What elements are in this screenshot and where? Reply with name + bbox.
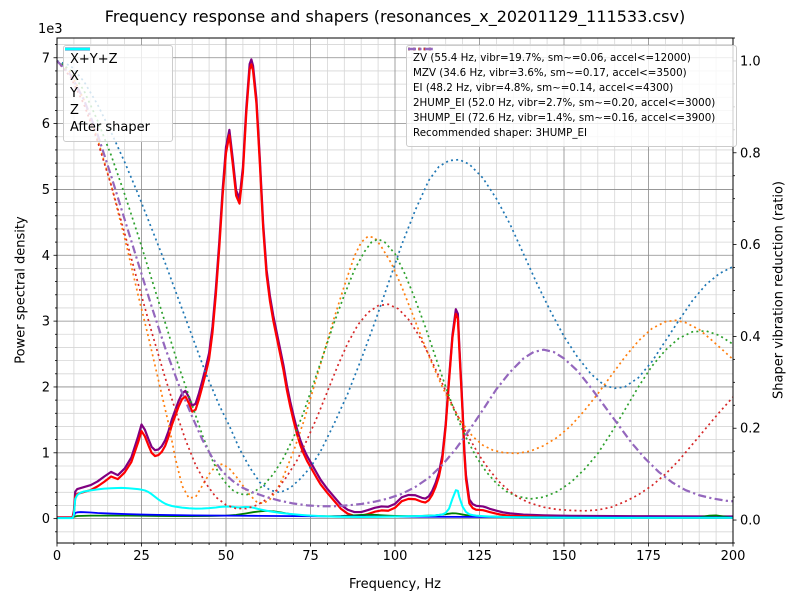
y-left-axis-label: Power spectral density xyxy=(13,216,29,364)
legend-item-3hump-ei: 3HUMP_EI (72.6 Hz, vibr=1.4%, sm~=0.16, … xyxy=(408,47,730,125)
shaper-curves xyxy=(56,60,734,512)
y-right-tick-label: 0.8 xyxy=(740,146,761,161)
line-swatch-icon xyxy=(65,47,90,51)
y-right-tick-label: 0.6 xyxy=(740,238,761,253)
y-left-tick-label: 7 xyxy=(42,51,50,66)
legend-item-label: ZV (55.4 Hz, vibr=19.7%, sm~=0.06, accel… xyxy=(413,52,691,65)
x-tick-label: 125 xyxy=(467,549,492,564)
series-after-shaper xyxy=(57,486,733,520)
y-right-tick-label: 0.0 xyxy=(740,514,761,529)
legend-item-after-shaper: After shaper xyxy=(65,47,166,135)
y-left-tick-label: 2 xyxy=(42,380,50,395)
legend-item-label: X+Y+Z xyxy=(70,51,118,67)
y-right-tick-label: 0.2 xyxy=(740,422,761,437)
x-tick-label: 50 xyxy=(218,549,235,564)
y-right-tick-labels: 0.0 0.2 0.4 0.6 0.8 1.0 xyxy=(740,54,761,528)
y-left-offset-label: 1e3 xyxy=(38,22,63,37)
legend-item-label: Z xyxy=(70,102,79,118)
x-tick-label: 200 xyxy=(721,549,746,564)
legend-item-ei: EI (48.2 Hz, vibr=4.8%, sm~=0.14, accel<… xyxy=(408,47,730,95)
x-tick-label: 150 xyxy=(552,549,577,564)
legend-item-recommended-shaper-note: Recommended shaper: 3HUMP_EI xyxy=(413,127,730,140)
x-axis-label: Frequency, Hz xyxy=(348,577,442,592)
x-tick-label: 0 xyxy=(53,549,61,564)
legend-item-label: 3HUMP_EI (72.6 Hz, vibr=1.4%, sm~=0.16, … xyxy=(413,112,716,125)
series-3hump-ei xyxy=(56,60,734,508)
y-left-tick-labels: 0 1 2 3 4 5 6 7 xyxy=(42,51,50,527)
y-left-tick-label: 1 xyxy=(42,446,50,461)
y-right-tick-label: 1.0 xyxy=(740,54,761,69)
series-zv xyxy=(56,60,734,494)
tick-marks xyxy=(53,37,737,547)
x-tick-label: 175 xyxy=(636,549,661,564)
line-swatch-icon xyxy=(408,47,433,51)
series-z xyxy=(57,511,734,520)
legend-item-label: EI (48.2 Hz, vibr=4.8%, sm~=0.14, accel<… xyxy=(413,82,674,95)
series-2hump-ei xyxy=(56,60,734,512)
legend-item-label: After shaper xyxy=(70,119,150,135)
series-mzv xyxy=(56,60,734,505)
y-left-tick-label: 0 xyxy=(42,512,50,527)
x-tick-label: 25 xyxy=(133,549,150,564)
legend-shapers: ZV (55.4 Hz, vibr=19.7%, sm~=0.06, accel… xyxy=(406,45,737,147)
legend-item-mzv: MZV (34.6 Hz, vibr=3.6%, sm~=0.17, accel… xyxy=(408,47,730,80)
y-left-tick-label: 4 xyxy=(42,249,50,264)
y-right-tick-label: 0.4 xyxy=(740,330,761,345)
x-tick-label: 75 xyxy=(302,549,319,564)
legend-item-z: Z xyxy=(65,47,166,118)
legend-item-label: MZV (34.6 Hz, vibr=3.6%, sm~=0.17, accel… xyxy=(413,67,687,80)
chart-title: Frequency response and shapers (resonanc… xyxy=(104,7,686,26)
legend-item-label: Recommended shaper: 3HUMP_EI xyxy=(413,127,588,140)
y-left-tick-label: 3 xyxy=(42,315,50,330)
legend-item-label: Y xyxy=(70,85,78,101)
legend-item-2hump-ei: 2HUMP_EI (52.0 Hz, vibr=2.7%, sm~=0.20, … xyxy=(408,47,730,110)
psd-curves xyxy=(57,58,734,520)
x-tick-label: 100 xyxy=(383,549,408,564)
legend-item-y: Y xyxy=(65,47,166,101)
y-right-axis-label: Shaper vibration reduction (ratio) xyxy=(771,181,787,399)
legend-item-zv: ZV (55.4 Hz, vibr=19.7%, sm~=0.06, accel… xyxy=(408,47,730,65)
y-left-tick-label: 6 xyxy=(42,117,50,132)
series-x xyxy=(57,63,734,519)
y-left-tick-label: 5 xyxy=(42,183,50,198)
swatch-spacer xyxy=(407,46,434,52)
legend-item-label: 2HUMP_EI (52.0 Hz, vibr=2.7%, sm~=0.20, … xyxy=(413,97,716,110)
legend-item-x-y-z: X+Y+Z xyxy=(65,47,166,67)
legend-psd: X+Y+Z X Y Z After shaper xyxy=(63,45,173,142)
x-tick-labels: 0 25 50 75 100 125 150 175 200 xyxy=(53,549,746,564)
legend-item-x: X xyxy=(65,47,166,84)
legend-item-label: X xyxy=(70,68,79,84)
